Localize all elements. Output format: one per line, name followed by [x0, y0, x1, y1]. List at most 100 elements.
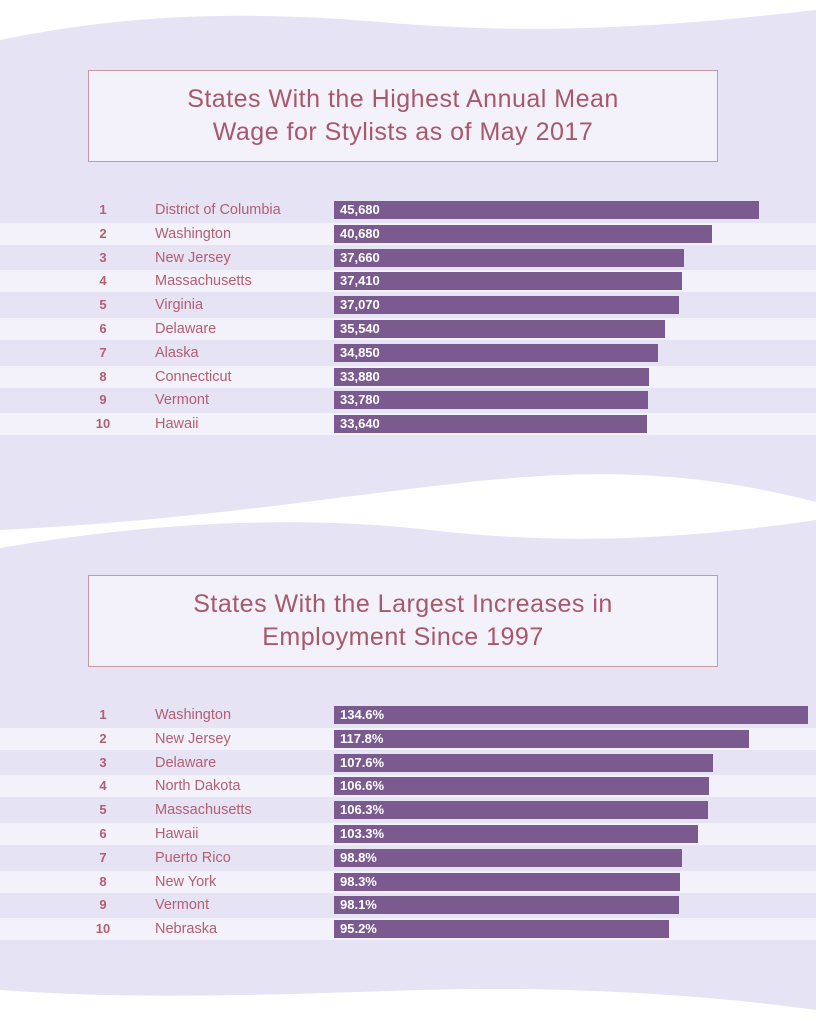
bar — [334, 296, 679, 315]
rank-label: 2 — [99, 225, 107, 241]
bar — [334, 272, 683, 291]
data-label: 98.3% — [340, 873, 377, 889]
bar — [334, 320, 665, 338]
bar-row: 4 North Dakota 106.6% — [0, 775, 816, 798]
bar-row: 9 Vermont 98.1% — [0, 894, 816, 916]
bar-row: 10 Hawaii 33,640 — [0, 413, 816, 436]
rank-label: 3 — [99, 754, 107, 770]
category-label: Virginia — [155, 297, 204, 314]
category-label: Hawaii — [155, 826, 199, 842]
bar — [334, 825, 698, 843]
data-label: 37,070 — [340, 297, 380, 313]
rank-label: 1 — [99, 707, 107, 722]
bar — [334, 777, 710, 796]
data-label: 103.3% — [340, 826, 385, 841]
bar-row: 7 Alaska 34,850 — [0, 342, 816, 364]
rank-label: 7 — [99, 849, 107, 865]
bar-row: 1 District of Columbia 45,680 — [0, 199, 816, 221]
category-label: Vermont — [155, 392, 209, 409]
bar-row: 2 New Jersey 117.8% — [0, 727, 816, 750]
data-label: 33,780 — [340, 392, 380, 408]
bar — [334, 248, 685, 267]
category-label: Washington — [155, 225, 232, 242]
rank-label: 6 — [99, 321, 107, 336]
category-label: New Jersey — [155, 730, 231, 747]
bar — [334, 415, 647, 434]
bar — [334, 706, 808, 724]
category-label: Delaware — [155, 321, 217, 337]
bar-row: 9 Vermont 33,780 — [0, 389, 816, 411]
rank-label: 7 — [99, 344, 107, 360]
data-label: 37,410 — [340, 273, 380, 289]
category-label: District of Columbia — [155, 202, 281, 218]
bar — [334, 801, 709, 820]
category-label: Nebraska — [155, 921, 218, 938]
bar — [334, 391, 649, 410]
bar — [334, 201, 759, 219]
data-label: 33,640 — [340, 416, 380, 432]
rank-label: 3 — [99, 249, 107, 265]
category-label: Hawaii — [155, 416, 199, 433]
bar-row: 4 Massachusetts 37,410 — [0, 270, 816, 293]
bar — [334, 872, 681, 891]
category-label: Delaware — [155, 754, 217, 771]
chart-title-box: States With the Largest Increases in Emp… — [88, 575, 718, 667]
category-label: Massachusetts — [155, 273, 252, 290]
data-label: 35,540 — [340, 321, 380, 336]
rank-label: 10 — [95, 921, 111, 937]
bar — [334, 367, 650, 386]
bar — [334, 920, 670, 939]
data-label: 40,680 — [340, 225, 380, 241]
bar-row: 6 Delaware 35,540 — [0, 318, 816, 340]
data-label: 134.6% — [340, 707, 385, 722]
category-label: Massachusetts — [155, 802, 252, 819]
category-label: Alaska — [155, 344, 199, 361]
rank-label: 2 — [99, 730, 107, 746]
data-label: 95.2% — [340, 921, 377, 937]
data-label: 98.1% — [340, 897, 377, 913]
chart-title: States With the Highest Annual Mean Wage… — [187, 85, 619, 146]
rank-label: 4 — [99, 778, 107, 794]
bar-row: 3 New Jersey 37,660 — [0, 247, 816, 269]
data-label: 98.8% — [340, 849, 377, 865]
data-label: 106.3% — [340, 802, 385, 818]
chart-title-box: States With the Highest Annual Mean Wage… — [88, 70, 718, 162]
bar — [334, 848, 682, 867]
category-label: New York — [155, 873, 217, 890]
category-label: North Dakota — [155, 778, 241, 795]
bar-row: 1 Washington 134.6% — [0, 704, 816, 726]
data-label: 117.8% — [340, 730, 384, 746]
category-label: New Jersey — [155, 249, 231, 266]
bar-row: 2 Washington 40,680 — [0, 222, 816, 245]
rank-label: 9 — [99, 392, 107, 408]
bar-row: 8 New York 98.3% — [0, 870, 816, 893]
bar-row: 6 Hawaii 103.3% — [0, 823, 816, 845]
bar — [334, 343, 659, 362]
rank-label: 1 — [99, 202, 107, 217]
rank-label: 8 — [99, 368, 107, 384]
chart-title: States With the Largest Increases in Emp… — [193, 590, 613, 651]
data-label: 33,880 — [340, 368, 380, 384]
bar-row: 7 Puerto Rico 98.8% — [0, 847, 816, 869]
bar — [334, 753, 713, 772]
category-label: Washington — [155, 707, 232, 723]
rank-label: 6 — [99, 826, 107, 841]
category-label: Vermont — [155, 897, 209, 914]
category-label: Puerto Rico — [155, 849, 231, 866]
bar-row: 5 Massachusetts 106.3% — [0, 799, 816, 821]
bar-row: 8 Connecticut 33,880 — [0, 365, 816, 388]
rank-label: 8 — [99, 873, 107, 889]
data-label: 45,680 — [340, 202, 380, 217]
data-label: 106.6% — [340, 778, 385, 794]
bar — [334, 896, 680, 915]
bar — [334, 224, 713, 243]
bar-row: 10 Nebraska 95.2% — [0, 918, 816, 941]
bar-row: 3 Delaware 107.6% — [0, 752, 816, 774]
rank-label: 10 — [95, 416, 111, 432]
rank-label: 4 — [99, 273, 107, 289]
rank-label: 5 — [99, 297, 107, 313]
rank-label: 9 — [99, 897, 107, 913]
data-label: 37,660 — [340, 249, 380, 265]
bar-row: 5 Virginia 37,070 — [0, 294, 816, 316]
data-label: 34,850 — [340, 344, 380, 360]
